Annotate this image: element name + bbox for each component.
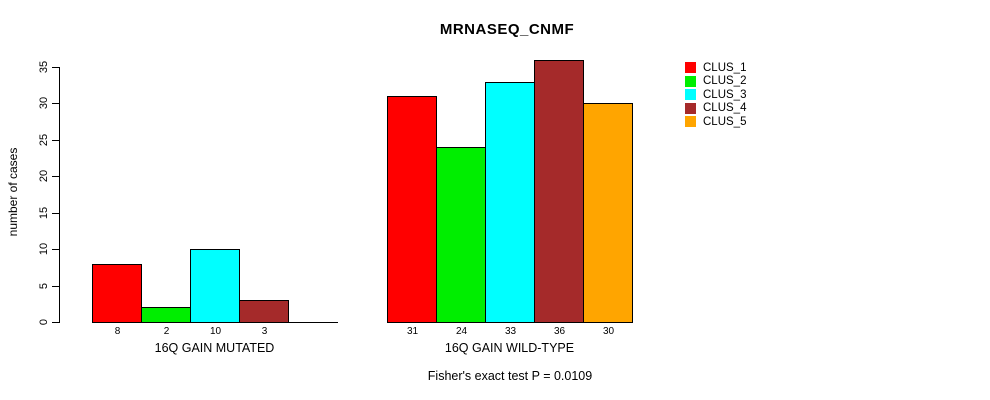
chart-title: MRNASEQ_CNMF	[439, 21, 575, 38]
bar-clus_5	[583, 103, 633, 323]
bar-value-label: 8	[114, 326, 121, 337]
y-axis-tick	[52, 139, 59, 141]
y-axis-tick	[52, 249, 59, 251]
bar-value-label: 2	[163, 326, 170, 337]
y-axis-label: number of cases	[6, 147, 20, 237]
bar-value-label: 3	[261, 326, 268, 337]
bar-value-label: 24	[455, 326, 468, 337]
y-axis-tick-label: 35	[38, 60, 50, 74]
bar-value-label: 36	[553, 326, 566, 337]
bar-clus_1	[92, 264, 142, 323]
fisher-test-annotation: Fisher's exact test P = 0.0109	[427, 369, 593, 383]
legend-label: CLUS_4	[703, 102, 747, 115]
y-axis-tick-label: 30	[38, 97, 50, 110]
legend-item: CLUS_2	[685, 75, 746, 89]
y-axis-tick	[52, 67, 59, 68]
legend-label: CLUS_3	[703, 88, 747, 101]
legend-swatch-icon	[685, 89, 696, 101]
y-axis-tick-label: 20	[38, 170, 50, 183]
y-axis-tick-label: 10	[38, 243, 50, 256]
legend-label: CLUS_2	[703, 75, 747, 88]
legend-item: CLUS_3	[685, 88, 746, 102]
legend-label: CLUS_1	[703, 61, 747, 74]
y-axis-tick-label: 5	[38, 282, 50, 289]
y-axis-tick-label: 0	[38, 318, 50, 326]
bar-clus_5-zero	[288, 322, 338, 323]
legend-item: CLUS_1	[685, 61, 746, 75]
bar-clus_2	[141, 307, 191, 323]
bar-clus_4	[239, 300, 289, 323]
group-label: 16Q GAIN MUTATED	[154, 341, 275, 355]
y-axis-tick	[52, 285, 59, 287]
bar-value-label: 30	[602, 326, 615, 337]
legend-swatch-icon	[685, 102, 696, 114]
legend-item: CLUS_5	[685, 115, 746, 129]
y-axis-tick-label: 15	[38, 206, 50, 219]
bar-clus_1	[387, 96, 437, 323]
y-axis-tick	[52, 322, 59, 323]
y-axis-tick-label: 25	[38, 133, 50, 146]
legend-swatch-icon	[685, 62, 696, 74]
legend-swatch-icon	[685, 75, 696, 87]
y-axis-tick	[52, 176, 59, 178]
group-label: 16Q GAIN WILD-TYPE	[444, 341, 575, 355]
legend-label: CLUS_5	[703, 115, 747, 128]
legend-swatch-icon	[685, 116, 696, 128]
bar-value-label: 31	[406, 326, 419, 337]
bar-value-label: 33	[504, 326, 517, 337]
y-axis-line	[59, 67, 60, 323]
y-axis-tick	[52, 212, 59, 214]
bar-clus_4	[534, 60, 584, 323]
bar-value-label: 10	[209, 326, 222, 337]
y-axis-tick	[52, 103, 59, 105]
bar-clus_3	[485, 82, 535, 323]
legend: CLUS_1 CLUS_2 CLUS_3 CLUS_4 CLUS_5	[685, 61, 746, 129]
legend-item: CLUS_4	[685, 102, 746, 116]
bar-clus_3	[190, 249, 240, 323]
bar-clus_2	[436, 147, 486, 323]
